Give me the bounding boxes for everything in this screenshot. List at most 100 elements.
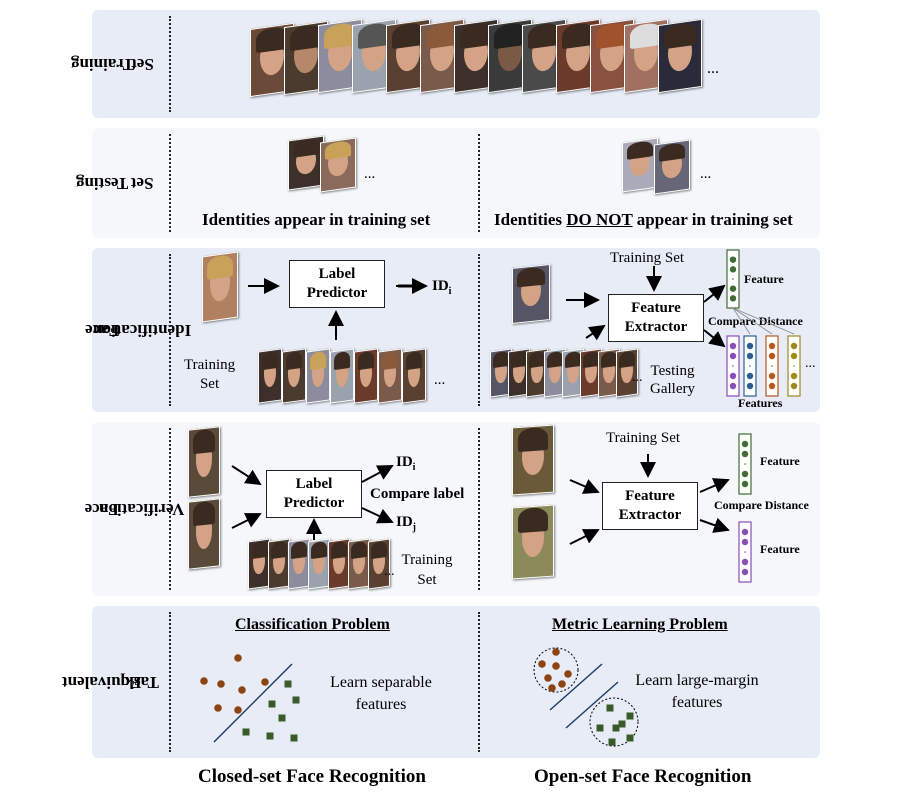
arrow (699, 517, 730, 533)
vector-element (729, 372, 737, 380)
class-a-marker (548, 684, 556, 692)
class-b-marker (268, 700, 276, 708)
vector-element (746, 382, 754, 390)
face-identification-row: Face Identification Label Predictor IDi Tr… (85, 248, 820, 412)
vector-element (729, 342, 737, 350)
training-set-caption: Training Set (401, 552, 453, 588)
margin-boundary (549, 663, 603, 711)
vector-element (729, 352, 737, 360)
class-a-marker (552, 648, 560, 656)
arrow (569, 479, 600, 494)
vector-element (790, 352, 798, 360)
class-a-marker (552, 662, 560, 670)
class-b-marker (278, 714, 286, 722)
ellipsis: ... (434, 372, 446, 388)
label-predictor-box: Label Predictor (289, 260, 385, 308)
decision-boundary (213, 663, 293, 743)
arrow (231, 465, 262, 486)
row-divider (169, 612, 171, 752)
class-b-marker (284, 680, 292, 688)
cluster-circle (589, 697, 639, 747)
arrow (703, 329, 726, 348)
metric-learning-problem-title: Metric Learning Problem (552, 616, 728, 633)
metric-learning-description: Learn large-margin features (635, 672, 759, 711)
ellipsis: ... (707, 60, 719, 77)
classification-description: Learn separable features (330, 674, 432, 713)
vector-element (741, 480, 749, 488)
face-verification-row: Face Verification Label Predictor IDi Comp… (85, 422, 820, 596)
vector-element (793, 365, 795, 367)
classification-scatter (200, 654, 300, 742)
ellipsis: ... (700, 166, 712, 182)
vector-element (768, 342, 776, 350)
vector-element (768, 352, 776, 360)
class-b-marker (606, 704, 614, 712)
vector-element (732, 278, 734, 280)
compare-distance-label: Compare Distance (708, 314, 803, 328)
row-divider (169, 134, 171, 232)
arrow (361, 507, 394, 524)
compare-distance-label: Compare Distance (714, 498, 809, 512)
vector-element (790, 382, 798, 390)
class-b-marker (292, 696, 300, 704)
vector-element (729, 382, 737, 390)
class-b-marker (626, 712, 634, 720)
vector-element (746, 372, 754, 380)
predicted-id-j: IDj (396, 514, 417, 533)
vector-element (729, 285, 737, 292)
class-a-marker (238, 686, 246, 694)
vector-element (746, 352, 754, 360)
vector-element (741, 558, 749, 566)
class-a-marker (200, 677, 208, 685)
arrow (361, 465, 394, 483)
vector-element (741, 528, 749, 536)
vector-element (741, 568, 749, 576)
class-a-marker (234, 706, 242, 714)
class-a-marker (558, 680, 566, 688)
arrow (703, 284, 726, 303)
vector-element (746, 342, 754, 350)
class-a-marker (564, 670, 572, 678)
predicted-id-i: IDi (396, 454, 416, 473)
column-divider (478, 428, 480, 590)
vector-element (768, 372, 776, 380)
closed-set-footer: Closed-set Face Recognition (198, 766, 426, 787)
ellipsis: ... (805, 356, 816, 371)
class-b-marker (612, 724, 620, 732)
vector-element (744, 551, 746, 553)
row-divider (169, 254, 171, 406)
vector-element (768, 382, 776, 390)
class-b-marker (266, 732, 274, 740)
testing-set-row: Testing Set ... ... Identities appear in … (76, 128, 820, 238)
row-divider (169, 428, 171, 590)
vector-element (729, 295, 737, 302)
margin-boundary (565, 681, 619, 729)
arrow (569, 529, 600, 545)
training-set-input-label: Training Set (610, 250, 685, 266)
training-set-row: Training Set ... (71, 10, 820, 118)
arrow (585, 324, 606, 341)
class-b-marker (618, 720, 626, 728)
vector-element (790, 342, 798, 350)
column-divider (478, 254, 480, 406)
vector-element (749, 365, 751, 367)
row-divider (169, 16, 171, 112)
feature-vectors (726, 249, 801, 583)
cluster-circle (533, 647, 579, 693)
class-b-marker (608, 738, 616, 746)
open-set-footer: Open-set Face Recognition (534, 766, 752, 787)
features-label: Features (738, 396, 783, 410)
class-b-marker (626, 734, 634, 742)
feature-extractor-box: Feature Extractor (608, 294, 704, 342)
arrow (231, 513, 262, 529)
vector-element (741, 440, 749, 448)
feature-extractor-box: Feature Extractor (602, 482, 698, 530)
arrows (231, 266, 730, 545)
classification-problem-title: Classification Problem (235, 616, 390, 633)
class-a-marker (538, 660, 546, 668)
vector-element (790, 372, 798, 380)
closed-set-testing-caption: Identities appear in training set (202, 210, 431, 229)
class-b-marker (242, 728, 250, 736)
arrow (699, 478, 730, 493)
